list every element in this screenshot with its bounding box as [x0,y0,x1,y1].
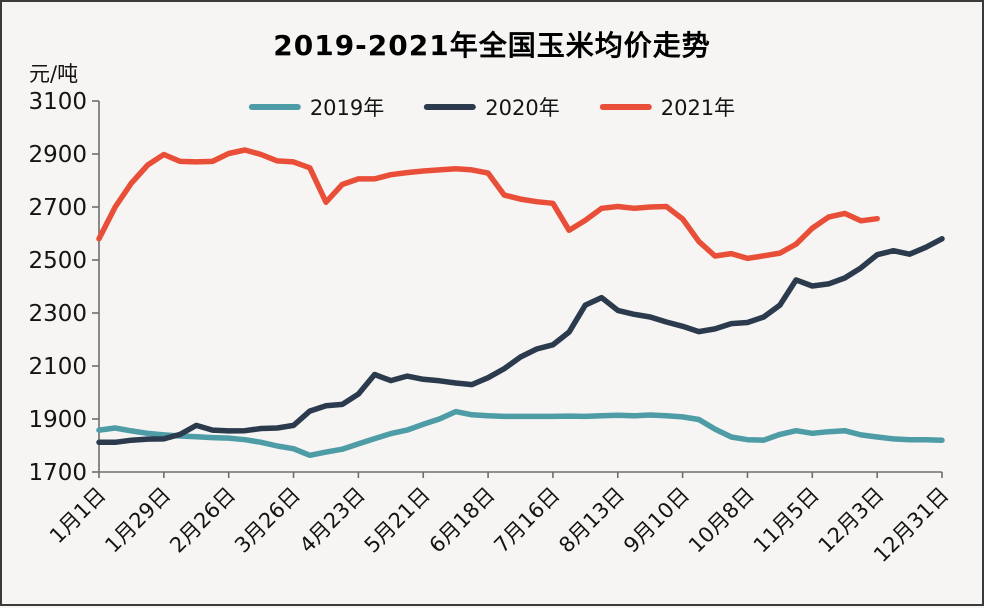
x-tick-label: 5月21日 [360,483,435,558]
x-tick-label: 1月29日 [100,483,175,558]
series-line-2020年 [96,236,945,446]
x-tick-label: 8月13日 [554,483,629,558]
legend-line-swatch-2020-icon [424,104,477,110]
legend-line-swatch-2019-icon [248,104,301,110]
series-line-2019年 [96,408,945,459]
y-tick-label: 2900 [28,142,87,168]
y-tick-label: 2500 [28,248,87,274]
y-tick-label: 2700 [28,195,87,221]
legend-label-2021: 2021年 [660,96,736,120]
y-axis-unit-label: 元/吨 [29,62,79,86]
chart-title: 2019-2021年全国玉米均价走势 [273,29,711,62]
y-tick-label: 1900 [28,407,87,433]
x-tick-label: 9月10日 [619,483,694,558]
legend-line-swatch-2021-icon [599,104,652,110]
x-tick-label: 6月18日 [425,483,500,558]
y-tick-label: 3100 [28,89,87,115]
x-tick-label: 1月1日 [45,483,111,549]
series-line-2021年 [96,147,880,262]
y-tick-label: 2100 [28,354,87,380]
x-tick-label: 11月5日 [749,483,824,558]
x-tick-label: 4月23日 [295,483,370,558]
x-tick-label: 2月26日 [165,483,240,558]
legend-label-2020: 2020年 [485,96,560,120]
x-tick-label: 10月8日 [684,483,759,558]
legend-item-2019: 2019年 [248,92,385,122]
legend-item-2020: 2020年 [424,92,560,122]
legend-label-2019: 2019年 [309,96,385,120]
x-tick-label: 7月16日 [489,483,564,558]
chart-legend: 2019年 2020年 2021年 [248,92,736,122]
legend-item-2021: 2021年 [599,92,736,122]
x-tick-label: 3月26日 [230,483,305,558]
y-tick-label: 1700 [28,460,87,486]
y-tick-label: 2300 [28,301,87,327]
